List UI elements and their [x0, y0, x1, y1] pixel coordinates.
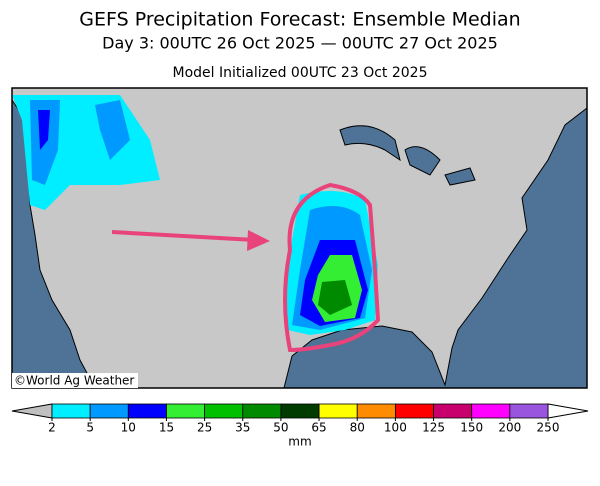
colorbar-segment	[394, 403, 434, 419]
precip-nw-moderate	[30, 100, 130, 185]
colorbar-segment	[127, 403, 167, 419]
colorbar-tick-label: 10	[121, 421, 136, 435]
arrow-head	[247, 230, 270, 251]
colorbar-tick-label: 2	[48, 421, 56, 435]
colorbar-tick-label: 35	[235, 421, 250, 435]
subtitle: Day 3: 00UTC 26 Oct 2025 — 00UTC 27 Oct …	[102, 34, 498, 53]
great-lakes	[339, 125, 476, 186]
map: ©World Ag Weather	[11, 87, 588, 389]
colorbar-segment	[204, 403, 244, 419]
colorbar-tick-label: 250	[537, 421, 560, 435]
title: GEFS Precipitation Forecast: Ensemble Me…	[79, 9, 520, 31]
colorbar-segment	[166, 403, 206, 419]
colorbar-segment	[509, 403, 549, 419]
colorbar-segment	[471, 403, 511, 419]
colorbar-segment	[356, 403, 396, 419]
colorbar-tick-label: 200	[498, 421, 521, 435]
colorbar-segment	[318, 403, 358, 419]
credit: ©World Ag Weather	[14, 374, 134, 388]
colorbar-over	[547, 403, 589, 419]
initialized: Model Initialized 00UTC 23 Oct 2025	[173, 65, 428, 81]
highlight-outline	[283, 182, 381, 353]
colorbar-tick-label: 15	[159, 421, 174, 435]
colorbar-tick-label: 25	[197, 421, 212, 435]
colorbar-segment	[89, 403, 129, 419]
precip-nw-heavy	[38, 110, 50, 150]
colorbar-segment	[280, 403, 320, 419]
precip-south-35	[318, 280, 352, 315]
colorbar-segment	[433, 403, 473, 419]
credit-box	[12, 373, 138, 388]
colorbar-under	[11, 403, 53, 419]
colorbar-segment	[242, 403, 282, 419]
colorbar-tick-label: 100	[384, 421, 407, 435]
colorbar-tick-label: 150	[460, 421, 483, 435]
colorbar-tick-label: 50	[273, 421, 288, 435]
map-frame	[11, 87, 588, 389]
colorbar-unit: mm	[288, 435, 311, 449]
colorbar-segment	[51, 403, 91, 419]
colorbar-tick-label: 65	[311, 421, 326, 435]
colorbar-tick-label: 125	[422, 421, 445, 435]
colorbar-tick-label: 5	[86, 421, 94, 435]
arrow-shaft	[111, 230, 256, 242]
colorbar-tick-label: 80	[350, 421, 365, 435]
